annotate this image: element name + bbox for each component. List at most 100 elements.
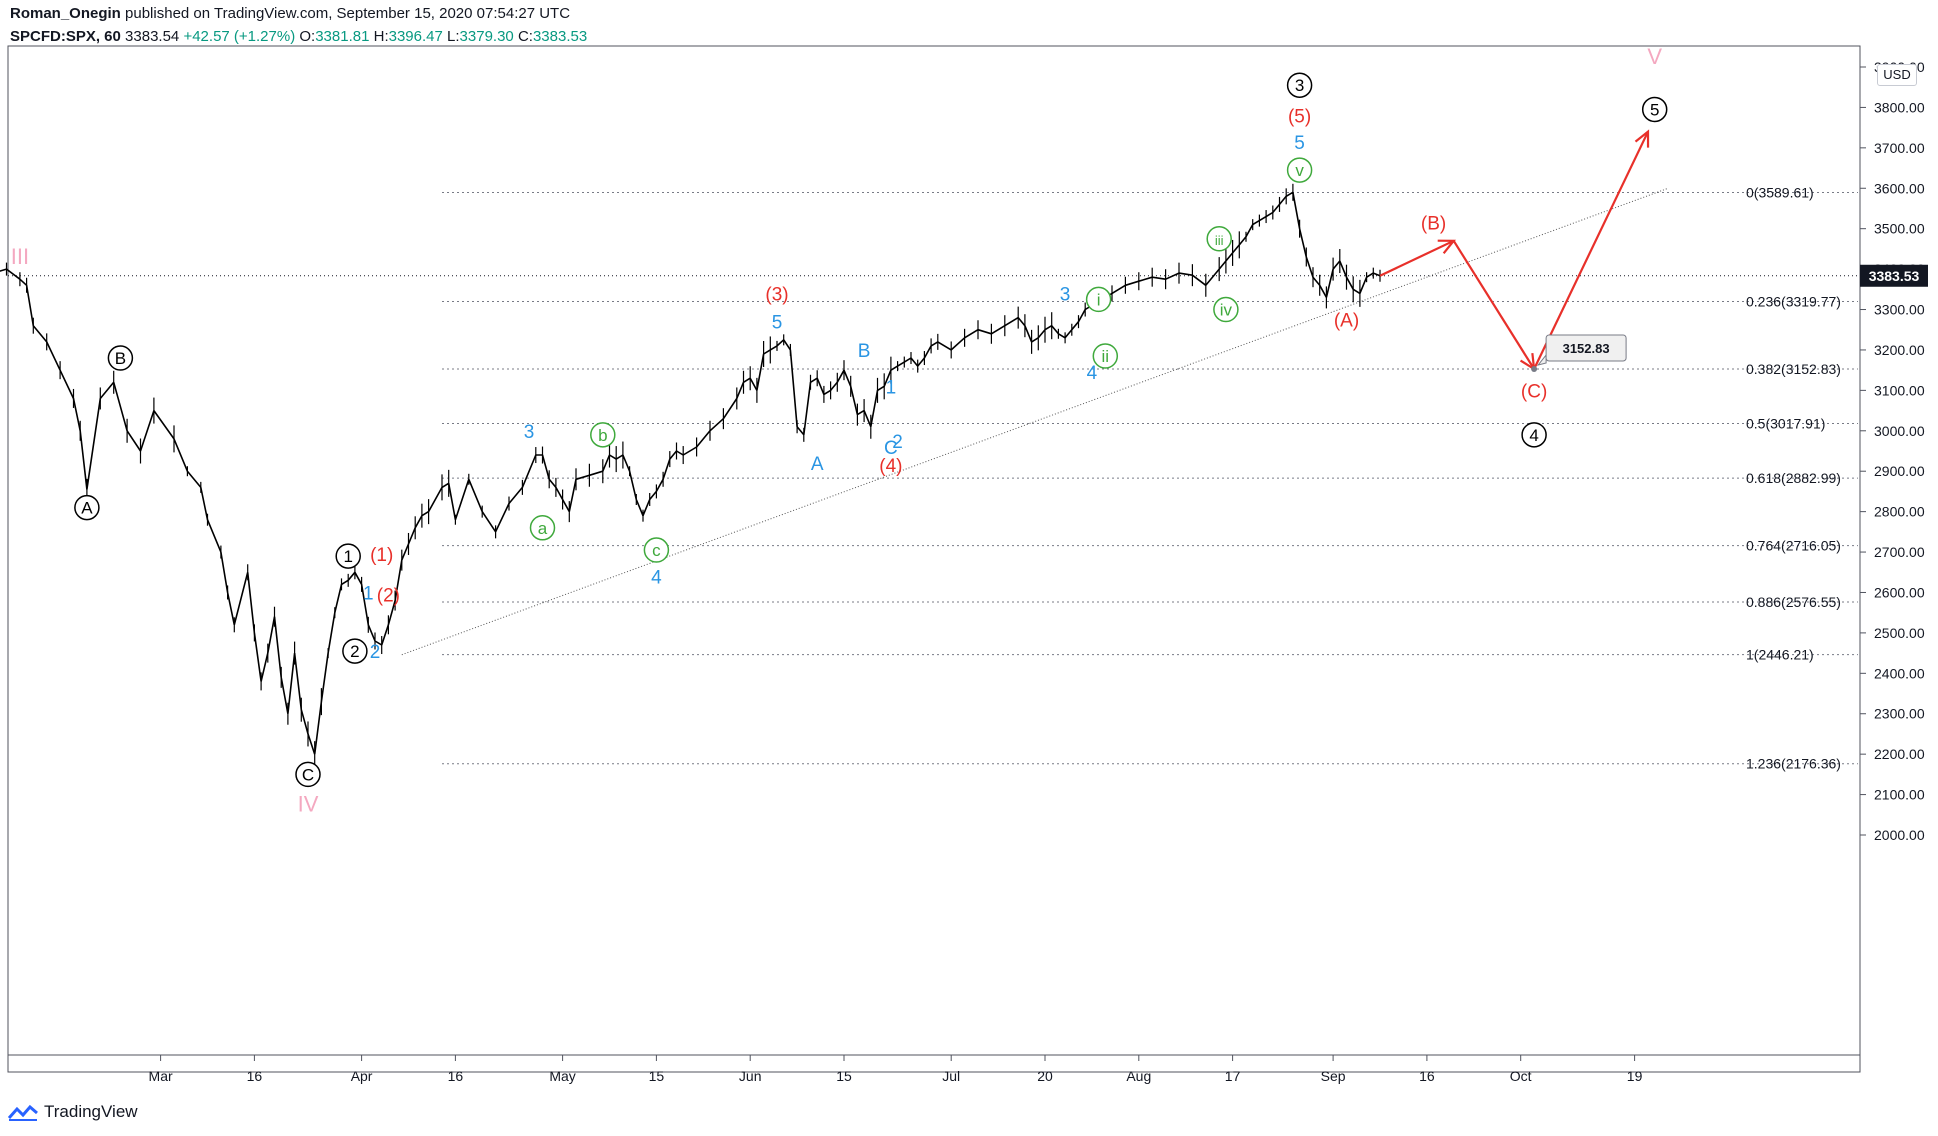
y-tick-label: 3300.00 [1874, 302, 1925, 318]
wave-label: 2 [370, 642, 381, 663]
wave-label-circle [1213, 296, 1239, 323]
y-tick-label: 2100.00 [1874, 787, 1925, 803]
wave-label-circle [1085, 286, 1112, 313]
x-tick-label: 17 [1225, 1068, 1241, 1084]
y-tick-label: 3700.00 [1874, 140, 1925, 156]
x-tick-label: Jul [942, 1068, 960, 1084]
wave-label: 1 [343, 547, 352, 566]
y-tick-label: 3200.00 [1874, 342, 1925, 358]
wave-label: 1 [363, 583, 374, 604]
y-tick-label: 2200.00 [1874, 746, 1925, 762]
wave-label: C [884, 438, 898, 459]
projection-arrowhead [1519, 352, 1536, 372]
wave-label: 5 [1650, 100, 1659, 119]
x-tick-label: May [549, 1068, 575, 1084]
fib-level-label: 0.5(3017.91) [1746, 416, 1825, 432]
wave-label-circle [1521, 422, 1547, 448]
wave-label: B [115, 349, 126, 368]
wave-label: V [1647, 44, 1662, 69]
wave-label-circle [1206, 226, 1232, 252]
currency-label[interactable]: USD [1877, 64, 1917, 86]
target-point [1531, 366, 1538, 373]
current-price-label: 3383.53 [1869, 268, 1920, 284]
wave-label: (1) [370, 545, 393, 566]
published-text: published on TradingView.com, September … [125, 5, 571, 22]
wave-label-circle [1641, 96, 1668, 123]
fib-level-label: 0.382(3152.83) [1746, 361, 1841, 377]
x-tick-label: Aug [1126, 1068, 1151, 1084]
wave-label: B [858, 341, 871, 362]
fib-level-label: 0(3589.61) [1746, 184, 1814, 200]
fib-level-label: 0.886(2576.55) [1746, 594, 1841, 610]
wave-label-circle [107, 345, 134, 371]
x-tick-label: Mar [149, 1068, 173, 1084]
projection-arrowhead [1634, 129, 1650, 148]
x-tick-label: Jun [739, 1068, 762, 1084]
fib-level-label: 0.764(2716.05) [1746, 538, 1841, 554]
wave-label: (3) [765, 284, 788, 305]
wave-label: IV [298, 792, 319, 817]
fib-level-label: 0.618(2882.99) [1746, 470, 1841, 486]
wave-label-circle [342, 638, 368, 664]
x-tick-label: Oct [1510, 1068, 1532, 1084]
x-tick-label: 19 [1627, 1068, 1643, 1084]
close-value: 3383.53 [532, 28, 588, 45]
x-tick-label: Apr [351, 1068, 373, 1084]
wave-label: 5 [772, 313, 783, 334]
y-tick-label: 2800.00 [1874, 504, 1925, 520]
wave-label-circle [643, 537, 670, 563]
wave-label: 5 [1294, 133, 1305, 154]
y-tick-label: 2500.00 [1874, 625, 1925, 641]
footer-brand: TradingView [44, 1102, 138, 1121]
symbol-name[interactable]: SPCFD:SPX, 60 [10, 28, 121, 45]
trendline [401, 187, 1669, 656]
symbol-legend: SPCFD:SPX, 60 3383.54 +42.57 (+1.27%) O:… [10, 28, 587, 45]
open-value: 3381.81 [315, 28, 370, 45]
x-tick-label: 15 [836, 1068, 852, 1084]
wave-label: 4 [1087, 363, 1098, 384]
fib-level-label: 1(2446.21) [1746, 647, 1814, 663]
wave-label: C [302, 765, 314, 784]
wave-label: b [598, 426, 607, 445]
wave-label: iv [1220, 301, 1233, 320]
price-line [0, 191, 1381, 755]
current-price-tag [1860, 264, 1928, 287]
wave-label-circle [590, 422, 616, 448]
wave-label-circle [1286, 157, 1313, 183]
wave-label: 3 [1295, 76, 1304, 95]
author-name[interactable]: Roman_Onegin [10, 5, 121, 22]
tradingview-footer[interactable]: TradingView [8, 1102, 138, 1122]
wave-label: (C) [1521, 381, 1547, 402]
y-tick-label: 2700.00 [1874, 544, 1925, 560]
x-tick-label: 16 [448, 1068, 464, 1084]
wave-label-circle [335, 543, 361, 569]
fib-level-label: 0.236(3319.77) [1746, 294, 1841, 310]
wave-label: 3 [1060, 284, 1071, 305]
wave-label: III [11, 244, 29, 269]
x-tick-label: Sep [1321, 1068, 1346, 1084]
wave-label-circle [1092, 343, 1119, 369]
y-tick-label: 2400.00 [1874, 665, 1925, 681]
target-callout-box [1545, 334, 1627, 362]
y-tick-label: 3800.00 [1874, 99, 1925, 115]
wave-label: (B) [1421, 214, 1446, 235]
tradingview-logo-icon [8, 1104, 38, 1121]
wave-label: i [1097, 290, 1101, 309]
wave-label: 1 [886, 377, 897, 398]
wave-label: A [811, 454, 824, 475]
wave-label: 2 [350, 642, 359, 661]
wave-label: 2 [892, 432, 903, 453]
plot-frame [7, 45, 1861, 1073]
wave-label: 4 [1529, 426, 1538, 445]
y-tick-label: 3500.00 [1874, 221, 1925, 237]
price-change: +42.57 (+1.27%) [183, 28, 296, 45]
wave-label: (A) [1334, 311, 1359, 332]
y-tick-label: 2300.00 [1874, 706, 1925, 722]
low-value: 3379.30 [459, 28, 514, 45]
high-label: H: [373, 28, 389, 45]
last-price: 3383.54 [125, 28, 180, 45]
y-tick-label: 3100.00 [1874, 382, 1925, 398]
wave-label: A [81, 499, 93, 518]
wave-label: 4 [651, 567, 662, 588]
